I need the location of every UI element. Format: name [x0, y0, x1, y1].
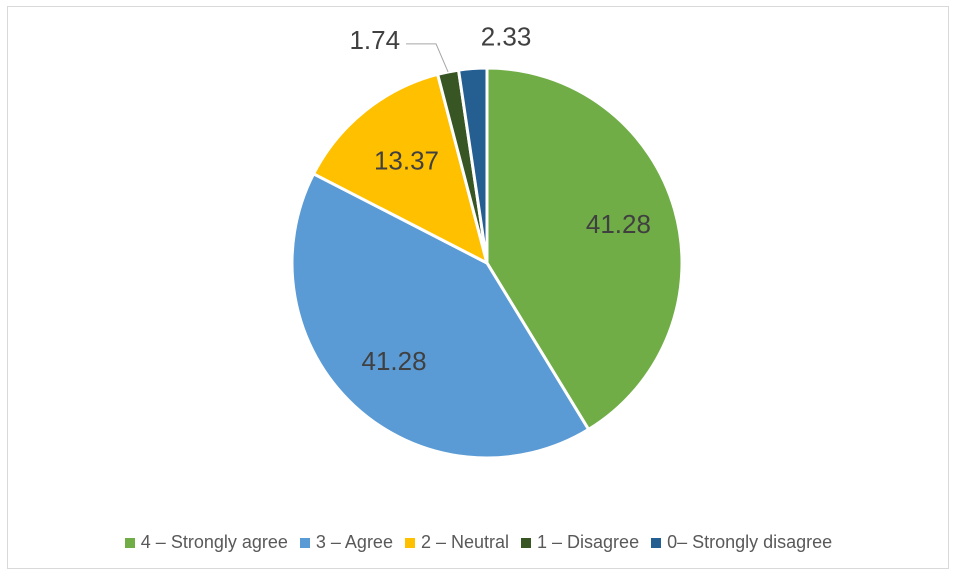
legend-item-3: 1 – Disagree	[521, 532, 639, 553]
pie-slice-2	[311, 72, 490, 266]
pie-slices	[290, 66, 684, 460]
legend-label: 0– Strongly disagree	[667, 532, 833, 552]
legend-label: 2 – Neutral	[420, 532, 510, 552]
data-label-4: 2.33	[481, 21, 532, 51]
pie-slice-0	[485, 66, 684, 432]
chart-legend: 4 – Strongly agree 3 – Agree 2 – Neutral 1 …	[0, 532, 957, 553]
legend-label: 4 – Strongly agree	[140, 532, 288, 552]
legend-item-0: 4 – Strongly agree	[124, 532, 288, 553]
data-label-0: 41.28	[586, 209, 651, 239]
legend-swatch	[299, 537, 310, 548]
legend-label: 3 – Agree	[315, 532, 393, 552]
leader-lines	[406, 43, 449, 73]
legend-swatch	[651, 537, 662, 548]
legend-label: 1 – Disagree	[537, 532, 640, 552]
data-label-3: 1.74	[349, 25, 400, 55]
legend-swatch	[124, 537, 135, 548]
legend-swatch	[404, 537, 415, 548]
data-label-1: 41.28	[362, 346, 427, 376]
legend-item-2: 2 – Neutral	[404, 532, 510, 553]
pie-slice-4	[456, 66, 489, 264]
pie-slice-1	[290, 171, 591, 460]
legend-item-1: 3 – Agree	[299, 532, 393, 553]
leader-line-3	[406, 43, 449, 73]
legend-item-4: 0– Strongly disagree	[651, 532, 832, 553]
legend-swatch	[521, 537, 532, 548]
data-labels: 41.28 41.28 13.37 1.74 2.33	[349, 21, 651, 375]
data-label-2: 13.37	[374, 145, 439, 175]
